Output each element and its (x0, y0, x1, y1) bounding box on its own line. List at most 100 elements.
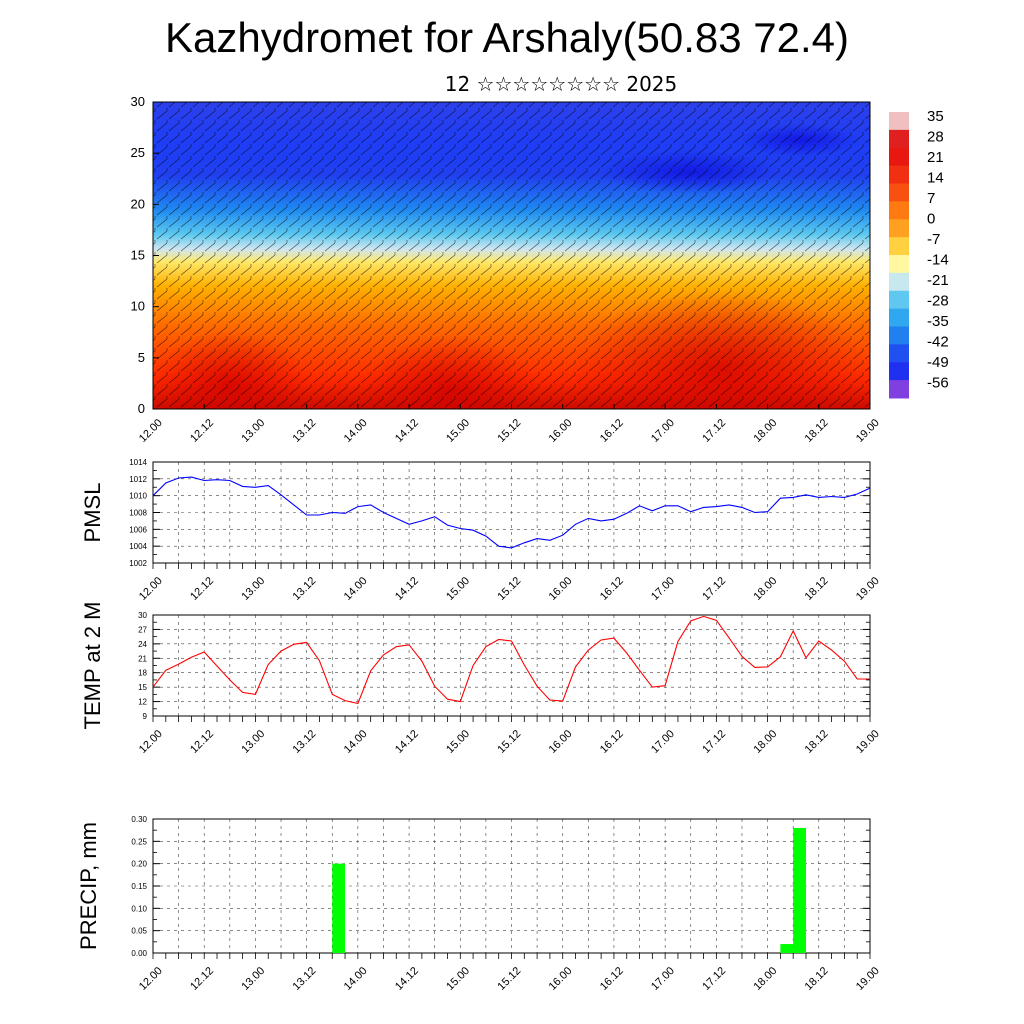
colorbar-segment (889, 255, 909, 274)
colorbar-label: 21 (927, 149, 944, 166)
colorbar-segment (889, 201, 909, 220)
y-axis-label: TEMP at 2 M (80, 602, 105, 730)
series-line (152, 615, 870, 705)
precip-bar (793, 827, 806, 953)
colorbar-segment (889, 344, 909, 363)
pmsl-panel: 1002 1004 1006 1008 1010 1012 1014 12.00 12.12 13… (80, 458, 882, 603)
x-tick-label: 16.12 (598, 575, 626, 603)
x-tick-label: 13.12 (291, 417, 319, 445)
x-tick-label: 19.00 (854, 575, 882, 603)
x-tick-label: 16.12 (598, 417, 626, 445)
colorbar-segment (889, 147, 909, 167)
x-tick-label: 15.12 (495, 728, 523, 756)
x-tick-label: 14.00 (342, 965, 370, 993)
colorbar-label: -21 (927, 272, 949, 289)
x-tick-label: 14.12 (393, 728, 421, 756)
x-tick-label: 18.12 (803, 965, 831, 993)
x-tick-label: 17.12 (700, 575, 728, 603)
x-tick-label: 18.12 (803, 417, 831, 445)
colorbar-label: -42 (927, 334, 949, 351)
colorbar-label: 35 (927, 108, 944, 125)
y-tick-label: 1010 (129, 492, 147, 501)
y-tick-label: 1014 (129, 458, 147, 467)
x-tick-label: 17.00 (649, 417, 677, 445)
x-tick-label: 17.12 (700, 728, 728, 756)
colorbar-segment (889, 183, 909, 202)
x-tick-label: 12.00 (137, 575, 165, 603)
y-tick-label: 27 (138, 625, 147, 634)
y-axis-label: PRECIP, mm (76, 822, 101, 950)
x-tick-label: 13.00 (239, 728, 267, 756)
x-tick-label: 12.12 (188, 965, 216, 993)
y-tick-label: 0.30 (131, 815, 147, 824)
y-tick-label: 0.20 (131, 860, 147, 869)
temperature-cross-section (153, 102, 870, 409)
x-tick-label: 14.12 (393, 575, 421, 603)
y-tick-label: 1006 (129, 525, 147, 534)
x-tick-label: 18.12 (803, 575, 831, 603)
chart-subtitle: 12 ☆☆☆☆☆☆☆☆ 2025 (444, 72, 678, 96)
y-tick-label: 1008 (129, 509, 147, 518)
y-tick-label: 30 (138, 611, 147, 620)
x-tick-label: 15.12 (495, 417, 523, 445)
x-tick-label: 16.12 (598, 728, 626, 756)
x-tick-label: 18.00 (751, 417, 779, 445)
colorbar-label: -49 (927, 354, 949, 371)
x-tick-label: 18.12 (803, 728, 831, 756)
x-tick-label: 17.00 (649, 965, 677, 993)
x-tick-label: 13.12 (291, 728, 319, 756)
x-tick-label: 13.00 (239, 417, 267, 445)
x-tick-label: 14.00 (342, 417, 370, 445)
colorbar-label: 14 (927, 170, 944, 187)
colorbar-label: -28 (927, 293, 949, 310)
colorbar-segment (889, 219, 909, 238)
x-tick-label: 19.00 (854, 965, 882, 993)
colorbar-label: -7 (927, 231, 940, 248)
y-axis-label: PMSL (80, 483, 105, 543)
colorbar-segment (889, 112, 909, 131)
x-tick-label: 16.12 (598, 965, 626, 993)
x-tick-label: 16.00 (547, 965, 575, 993)
chart-title: Kazhydromet for Arshaly(50.83 72.4) (164, 14, 850, 61)
y-tick-label: 12 (138, 698, 147, 707)
x-tick-label: 13.12 (291, 965, 319, 993)
colorbar-segment (889, 237, 909, 256)
x-tick-label: 13.12 (291, 575, 319, 603)
x-tick-label: 13.00 (239, 575, 267, 603)
y-tick-label: 21 (138, 654, 147, 663)
colorbar-label: -14 (927, 252, 949, 269)
x-tick-label: 14.00 (342, 575, 370, 603)
x-tick-label: 16.00 (547, 575, 575, 603)
x-tick-label: 16.00 (547, 728, 575, 756)
y-tick-label: 10 (131, 299, 145, 314)
y-tick-label: 15 (138, 683, 147, 692)
colorbar-segment (889, 362, 909, 381)
x-tick-label: 15.00 (444, 728, 472, 756)
x-tick-label: 14.12 (393, 417, 421, 445)
y-tick-label: 9 (143, 712, 148, 721)
colorbar: 35 28 21 14 7 0 -7 -14 -21 -28 -35 -42 -49 -56 (889, 108, 949, 399)
y-tick-label: 0.10 (131, 904, 147, 913)
x-tick-label: 17.00 (649, 728, 677, 756)
colorbar-label: -35 (927, 313, 949, 330)
y-tick-label: 20 (131, 196, 145, 211)
y-tick-label: 0.00 (131, 949, 147, 958)
x-tick-label: 14.12 (393, 965, 421, 993)
colorbar-segment (889, 308, 909, 327)
x-tick-label: 12.00 (137, 728, 165, 756)
y-tick-label: 0.15 (131, 882, 147, 891)
x-tick-label: 12.00 (137, 965, 165, 993)
precip-bar (780, 944, 794, 953)
y-tick-label: 5 (138, 350, 145, 365)
x-tick-label: 17.12 (700, 417, 728, 445)
y-tick-label: 0.05 (131, 927, 147, 936)
colorbar-segment (889, 129, 909, 149)
x-tick-label: 15.12 (495, 575, 523, 603)
x-tick-label: 15.00 (444, 965, 472, 993)
y-tick-label: 25 (131, 145, 145, 160)
x-tick-label: 19.00 (854, 417, 882, 445)
precip-panel: 0.00 0.05 0.10 0.15 0.20 0.25 0.30 12.00 12.12 13… (76, 815, 882, 993)
x-tick-label: 16.00 (547, 417, 575, 445)
colorbar-segment (889, 165, 909, 184)
